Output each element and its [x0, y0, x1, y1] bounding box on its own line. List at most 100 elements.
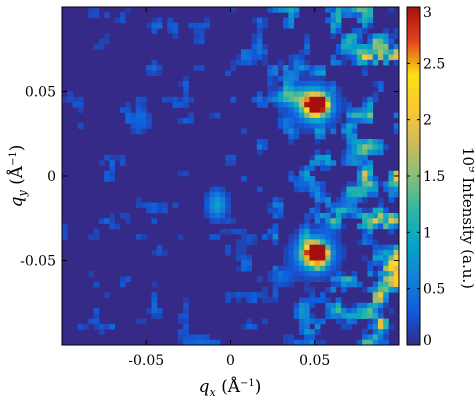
heatmap-cell [88, 318, 94, 325]
heatmap-cell [135, 112, 142, 119]
heatmap-cell [325, 107, 331, 114]
heatmap-cell [393, 59, 400, 66]
heatmap-cell [367, 33, 374, 40]
heatmap-cell [272, 102, 279, 108]
heatmap-cell [372, 144, 379, 150]
heatmap-cell [383, 302, 389, 309]
heatmap-cell [283, 334, 289, 341]
heatmap-cell [246, 260, 252, 267]
heatmap-cell [288, 96, 295, 103]
heatmap-cell [204, 191, 210, 198]
heatmap-cell [335, 197, 342, 203]
heatmap-cell [309, 91, 316, 98]
heatmap-cell [393, 28, 400, 34]
heatmap-cell [309, 244, 316, 251]
heatmap-cell [298, 271, 305, 277]
heatmap-cell [346, 202, 353, 209]
heatmap-cell [325, 239, 331, 246]
heatmap-cell [325, 249, 331, 256]
heatmap-cell [314, 102, 321, 108]
heatmap-cell [283, 281, 289, 288]
heatmap-cell [209, 197, 216, 203]
heatmap-cell [214, 202, 221, 209]
heatmap-cell [298, 102, 305, 108]
heatmap-cell [156, 308, 163, 314]
heatmap-cell [230, 292, 237, 298]
heatmap-cell [314, 128, 321, 135]
heatmap-cell [193, 334, 200, 341]
heatmap-cell [388, 7, 395, 13]
heatmap-cell [372, 292, 379, 298]
heatmap-cell [393, 212, 400, 219]
heatmap-cell [377, 255, 384, 261]
heatmap-cell [98, 38, 105, 45]
heatmap-cell [93, 12, 100, 18]
heatmap-cell [325, 160, 331, 166]
heatmap-cell [146, 202, 152, 209]
heatmap-cell [304, 244, 310, 251]
heatmap-cell [372, 302, 379, 309]
heatmap-cell [309, 107, 316, 114]
heatmap-cell [272, 86, 279, 92]
heatmap-cell [298, 65, 305, 71]
heatmap-cell [330, 54, 337, 61]
heatmap-cell [309, 260, 316, 267]
heatmap-cell [267, 228, 274, 235]
heatmap-cell [288, 276, 295, 283]
heatmap-cell [188, 339, 195, 346]
heatmap-cell [219, 228, 226, 235]
heatmap-cell [330, 212, 337, 219]
heatmap-cell [367, 139, 374, 145]
heatmap-cell [372, 43, 379, 50]
heatmap-cell [272, 70, 279, 77]
heatmap-cell [309, 212, 316, 219]
heatmap-cell [356, 176, 363, 182]
heatmap-cell [346, 149, 353, 156]
heatmap-cell [214, 207, 221, 214]
heatmap-cell [330, 17, 337, 24]
colorbar-tick-label: 2 [423, 113, 432, 129]
heatmap-cell [367, 218, 374, 224]
heatmap-cell [320, 191, 326, 198]
heatmap-cell [377, 276, 384, 283]
heatmap-cell [125, 212, 131, 219]
heatmap-cell [104, 33, 110, 40]
heatmap-cell [356, 149, 363, 156]
heatmap-cell [383, 181, 389, 187]
heatmap-cell [367, 176, 374, 182]
heatmap-cell [356, 313, 363, 319]
heatmap-cell [146, 207, 152, 214]
heatmap-cell [93, 281, 100, 288]
heatmap-cell [288, 176, 295, 182]
heatmap-cell [388, 54, 395, 61]
heatmap-cell [388, 176, 395, 182]
heatmap-cell [156, 65, 163, 71]
heatmap-cell [362, 17, 368, 24]
heatmap-cell [267, 202, 274, 209]
heatmap-cell [293, 239, 300, 246]
heatmap-cell [341, 149, 347, 156]
heatmap-cell [177, 170, 184, 177]
heatmap-cell [377, 249, 384, 256]
heatmap-cell [330, 276, 337, 283]
heatmap-cell [341, 223, 347, 230]
heatmap-cell [346, 318, 353, 325]
heatmap-cell [288, 271, 295, 277]
heatmap-cell [298, 260, 305, 267]
heatmap-cell [335, 239, 342, 246]
heatmap-cell [309, 102, 316, 108]
heatmap-cell [193, 22, 200, 29]
heatmap-cell [256, 28, 263, 34]
heatmap-cell [335, 308, 342, 314]
heatmap-cell [298, 70, 305, 77]
heatmap-cell [283, 123, 289, 129]
heatmap-cell [241, 323, 247, 330]
heatmap-cell [314, 218, 321, 224]
heatmap-cell [235, 255, 242, 261]
heatmap-cell [219, 212, 226, 219]
heatmap-cell [335, 297, 342, 304]
heatmap-cell [288, 80, 295, 87]
heatmap-cell [362, 28, 368, 34]
heatmap-cell [362, 223, 368, 230]
heatmap-cell [183, 102, 189, 108]
